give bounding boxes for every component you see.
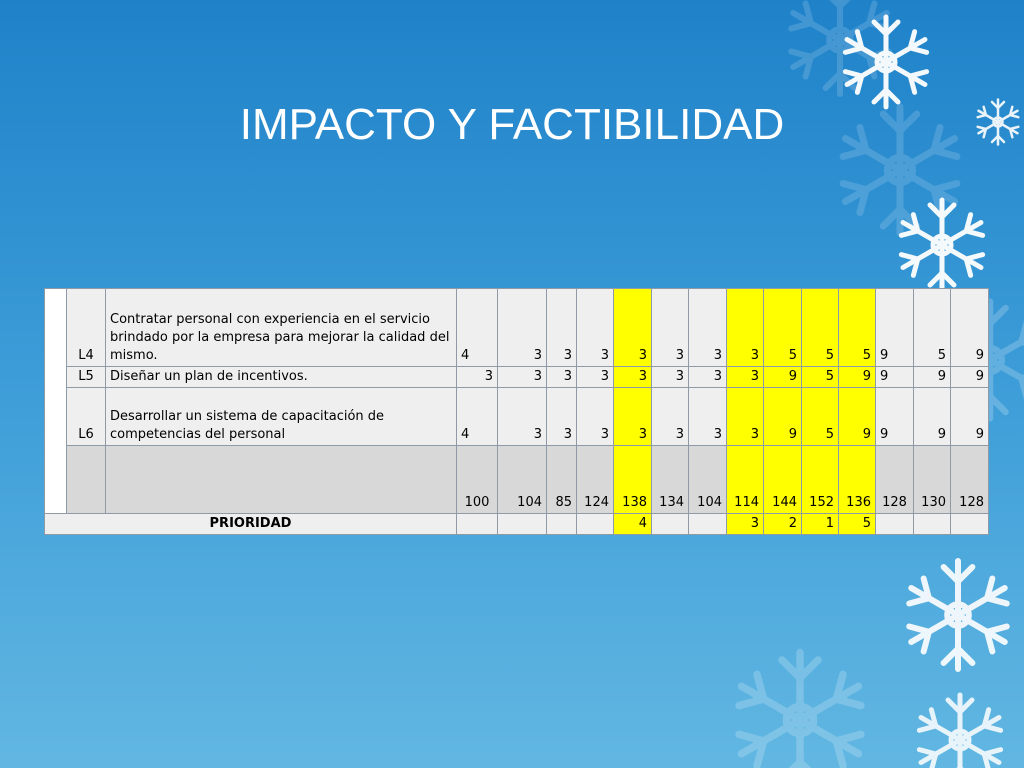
title: IMPACTO Y FACTIBILIDAD: [239, 100, 785, 149]
value-cell: 3: [726, 366, 764, 388]
value-cell: [688, 513, 727, 535]
row-description: Desarrollar un sistema de capacitación d…: [105, 387, 457, 446]
value-cell: 3: [688, 387, 727, 446]
value-cell: 3: [456, 366, 498, 388]
value-cell: 3: [613, 288, 652, 367]
value-cell: 128: [875, 445, 914, 514]
value-cell: 104: [497, 445, 547, 514]
value-cell: 3: [576, 387, 614, 446]
blank-cell: [44, 288, 67, 514]
value-cell: 3: [613, 366, 652, 388]
value-cell: 9: [838, 387, 876, 446]
value-cell: 2: [763, 513, 802, 535]
value-cell: [913, 513, 951, 535]
value-cell: 3: [651, 387, 689, 446]
value-cell: 5: [763, 288, 802, 367]
value-cell: 138: [613, 445, 652, 514]
value-cell: [875, 513, 914, 535]
value-cell: 9: [763, 387, 802, 446]
value-cell: [651, 513, 689, 535]
value-cell: 85: [546, 445, 577, 514]
value-cell: 136: [838, 445, 876, 514]
value-cell: 5: [801, 366, 839, 388]
value-cell: 9: [763, 366, 802, 388]
value-cell: 3: [726, 288, 764, 367]
value-cell: 9: [875, 387, 914, 446]
value-cell: 5: [913, 288, 951, 367]
row-description: Diseñar un plan de incentivos.: [105, 366, 457, 388]
value-cell: 3: [576, 366, 614, 388]
priority-row: PRIORIDAD 4 3 2 1 5: [44, 513, 989, 535]
table-row: L4 Contratar personal con experiencia en …: [44, 288, 989, 514]
value-cell: 5: [838, 288, 876, 367]
value-cell: 3: [688, 288, 727, 367]
value-cell: 3: [726, 513, 764, 535]
value-cell: 4: [456, 387, 498, 446]
table: L4 Contratar personal con experiencia en …: [44, 288, 989, 535]
value-cell: 9: [913, 366, 951, 388]
value-cell: [456, 513, 498, 535]
value-cell: 3: [726, 387, 764, 446]
value-cell: 128: [950, 445, 989, 514]
value-cell: [950, 513, 989, 535]
value-cell: 144: [763, 445, 802, 514]
value-cell: 3: [546, 288, 577, 367]
value-cell: 9: [875, 366, 914, 388]
value-cell: 3: [576, 288, 614, 367]
value-cell: 1: [801, 513, 839, 535]
value-cell: 3: [497, 366, 547, 388]
value-cell: 130: [913, 445, 951, 514]
priority-label: PRIORIDAD: [44, 513, 457, 535]
value-cell: 9: [950, 288, 989, 367]
row-label: L4: [66, 288, 106, 367]
row-description: Contratar personal con experiencia en el…: [105, 288, 457, 367]
value-cell: 5: [801, 288, 839, 367]
value-cell: 104: [688, 445, 727, 514]
row-label: L5: [66, 366, 106, 388]
value-cell: [497, 513, 547, 535]
value-cell: 3: [651, 288, 689, 367]
value-cell: 9: [950, 387, 989, 446]
blank-cell: [105, 445, 457, 514]
value-cell: 5: [838, 513, 876, 535]
table-row: L6 Desarrollar un sistema de capacitación…: [45, 387, 989, 446]
value-cell: 134: [651, 445, 689, 514]
value-cell: 100: [456, 445, 498, 514]
value-cell: 9: [875, 288, 914, 367]
value-cell: 114: [726, 445, 764, 514]
value-cell: 3: [651, 366, 689, 388]
value-cell: [576, 513, 614, 535]
value-cell: 4: [456, 288, 498, 367]
value-cell: 124: [576, 445, 614, 514]
value-cell: 3: [497, 288, 547, 367]
value-cell: 3: [546, 366, 577, 388]
value-cell: 9: [913, 387, 951, 446]
value-cell: 4: [613, 513, 652, 535]
value-cell: 3: [688, 366, 727, 388]
value-cell: 5: [801, 387, 839, 446]
blank-cell: [66, 445, 106, 514]
row-label: L6: [66, 387, 106, 446]
value-cell: 9: [838, 366, 876, 388]
value-cell: 3: [613, 387, 652, 446]
value-cell: 3: [497, 387, 547, 446]
value-cell: 3: [546, 387, 577, 446]
value-cell: [546, 513, 577, 535]
totals-row: 100 104 85 124 138 134 104 114 144 152 136 128 130 12…: [45, 445, 989, 514]
value-cell: 152: [801, 445, 839, 514]
table-row: L5 Diseñar un plan de incentivos. 3 3 3 3 3 3 3 3…: [45, 366, 989, 388]
value-cell: 9: [950, 366, 989, 388]
